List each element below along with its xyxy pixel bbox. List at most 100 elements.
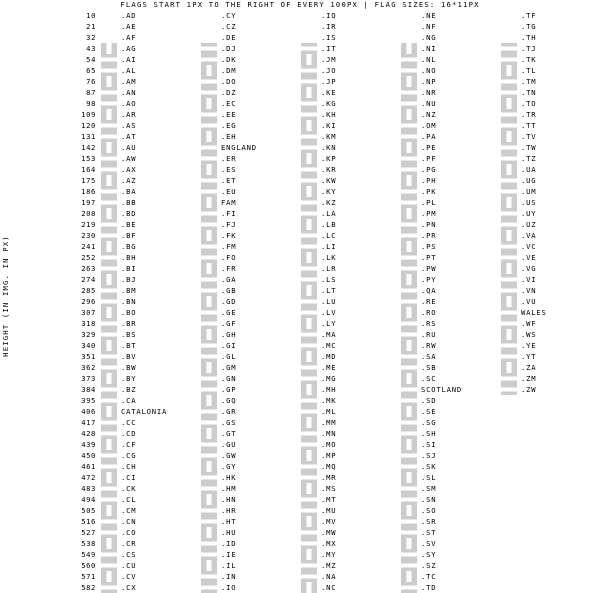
flag-entry: .BZ: [101, 384, 201, 395]
y-tick-label: 164: [81, 165, 96, 174]
flag-code-label: .NI: [421, 44, 437, 53]
flag-code-label: .SE: [421, 407, 437, 416]
y-tick-label: 219: [81, 220, 96, 229]
flag-icon: [401, 395, 417, 406]
flag-code-label: .MZ: [321, 561, 337, 570]
flag-icon: [301, 65, 317, 76]
flag-icon: [101, 175, 117, 186]
flag-icon: [501, 175, 517, 186]
flag-entry: .FI: [201, 208, 301, 219]
flag-entry: .BM: [101, 285, 201, 296]
flag-icon: [201, 307, 217, 318]
flag-icon: [401, 406, 417, 417]
flag-entry: .JP: [301, 76, 401, 87]
flag-icon: [401, 450, 417, 461]
flag-code-label: .RW: [421, 341, 437, 350]
flag-code-label: .GS: [221, 418, 237, 427]
flag-entry: .KE: [301, 87, 401, 98]
flag-icon: [401, 538, 417, 549]
flag-icon: [501, 296, 517, 307]
flag-icon: [201, 10, 217, 21]
flag-code-label: .LK: [321, 253, 337, 262]
flag-entry: .AF: [101, 32, 201, 43]
flag-code-label: .PK: [421, 187, 437, 196]
flag-code-label: .VN: [521, 286, 537, 295]
flag-icon: [101, 351, 117, 362]
flag-entry: .NF: [401, 21, 501, 32]
flag-entry: .CF: [101, 439, 201, 450]
flag-code-label: .UY: [521, 209, 537, 218]
flag-entry: .BT: [101, 340, 201, 351]
flag-icon: [501, 54, 517, 65]
flag-code-label: .NE: [421, 11, 437, 20]
flag-icon: [301, 351, 317, 362]
flag-code-label: .MH: [321, 385, 337, 394]
y-tick-label: 329: [81, 330, 96, 339]
flag-entry: .BD: [101, 208, 201, 219]
flag-entry: .KZ: [301, 197, 401, 208]
flag-code-label: .BR: [121, 319, 137, 328]
flag-code-label: .NG: [421, 33, 437, 42]
flag-entry: .MQ: [301, 461, 401, 472]
flag-code-label: .YT: [521, 352, 537, 361]
flag-code-label: .MX: [321, 539, 337, 548]
y-tick-label: 32: [86, 33, 96, 42]
y-tick-label: 98: [86, 99, 96, 108]
flag-entry: .PR: [401, 230, 501, 241]
flag-code-label: .PY: [421, 275, 437, 284]
flag-entry: .TJ: [501, 43, 600, 54]
flag-icon: [101, 538, 117, 549]
flag-entry: .JO: [301, 65, 401, 76]
flag-code-label: .BO: [121, 308, 137, 317]
flag-code-label: .JP: [321, 77, 337, 86]
flag-icon: [101, 197, 117, 208]
flag-entry: .TM: [501, 76, 600, 87]
flag-entry: .SB: [401, 362, 501, 373]
flag-code-label: .IS: [321, 33, 337, 42]
flag-code-label: .BG: [121, 242, 137, 251]
flag-code-label: .GB: [221, 286, 237, 295]
flag-entry: .GD: [201, 296, 301, 307]
flag-icon: [101, 241, 117, 252]
flag-entry: .TG: [501, 21, 600, 32]
flag-icon: [201, 538, 217, 549]
flag-code-label: .CV: [121, 572, 137, 581]
flag-icon: [101, 582, 117, 593]
flag-entry: .CD: [101, 428, 201, 439]
flag-icon: [401, 175, 417, 186]
flag-entry: .UG: [501, 175, 600, 186]
y-tick-label: 142: [81, 143, 96, 152]
flag-icon: [201, 296, 217, 307]
flag-icon: [201, 483, 217, 494]
flag-icon: [201, 131, 217, 142]
flag-code-label: .PS: [421, 242, 437, 251]
flag-code-label: .RS: [421, 319, 437, 328]
flag-entry: .BY: [101, 373, 201, 384]
y-tick-label: 571: [81, 572, 96, 581]
flag-entry: .DZ: [201, 87, 301, 98]
flag-entry: .YE: [501, 340, 600, 351]
flag-entry: .KY: [301, 186, 401, 197]
flag-column-4: .NE .NF .NG .NI .NL .NO .NP .NR .NU .NZ .OM .PA .PE.…: [401, 0, 501, 593]
flag-entry: .PF: [401, 153, 501, 164]
flag-icon: [101, 219, 117, 230]
flag-code-label: .BN: [121, 297, 137, 306]
flag-code-label: .UZ: [521, 220, 537, 229]
flag-code-label: .PT: [421, 253, 437, 262]
flag-entry: .UA: [501, 164, 600, 175]
flag-entry: .YT: [501, 351, 600, 362]
flag-code-label: .PN: [421, 220, 437, 229]
flag-code-label: .FO: [221, 253, 237, 262]
flag-entry: .SH: [401, 428, 501, 439]
flag-entry: .TO: [501, 98, 600, 109]
flag-icon: [201, 230, 217, 241]
flag-icon: [401, 98, 417, 109]
flag-code-label: .CY: [221, 11, 237, 20]
flag-entry: .KM: [301, 131, 401, 142]
flag-entry: .SN: [401, 494, 501, 505]
flag-code-label: .UA: [521, 165, 537, 174]
flag-code-label: ENGLAND: [221, 143, 257, 152]
flag-code-label: .VG: [521, 264, 537, 273]
flag-entry: .GH: [201, 329, 301, 340]
flag-code-label: .KZ: [321, 198, 337, 207]
